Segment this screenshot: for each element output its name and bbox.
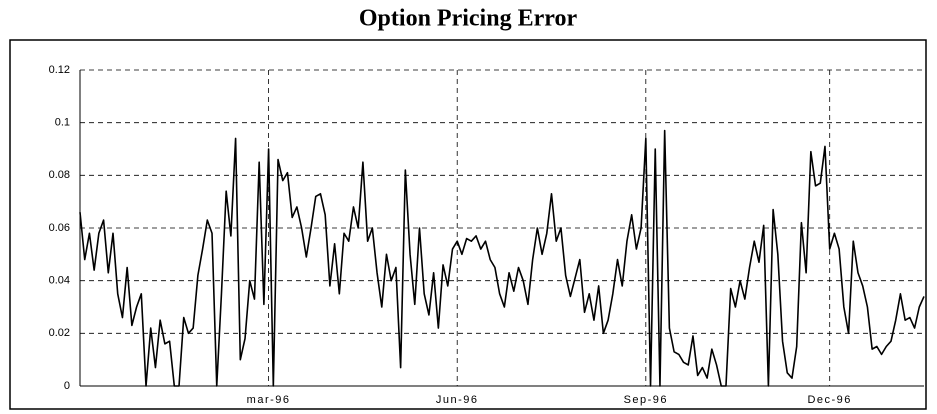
y-tick-label: 0: [64, 380, 70, 392]
x-tick-label: Jun-96: [436, 394, 479, 406]
x-tick-label: Sep-96: [624, 394, 668, 406]
chart-frame: [9, 39, 927, 410]
y-tick-label: 0.08: [49, 169, 70, 181]
y-tick-label: 0.02: [49, 327, 70, 339]
data-line: [79, 129, 925, 387]
y-tick-label: 0.12: [49, 64, 70, 76]
y-tick-label: 0.04: [49, 275, 70, 287]
y-tick-label: 0.1: [55, 117, 70, 129]
x-tick-label: Dec-96: [807, 394, 851, 406]
y-tick-label: 0.06: [49, 222, 70, 234]
x-tick-label: mar-96: [247, 394, 291, 406]
chart-title: Option Pricing Error: [359, 6, 578, 32]
